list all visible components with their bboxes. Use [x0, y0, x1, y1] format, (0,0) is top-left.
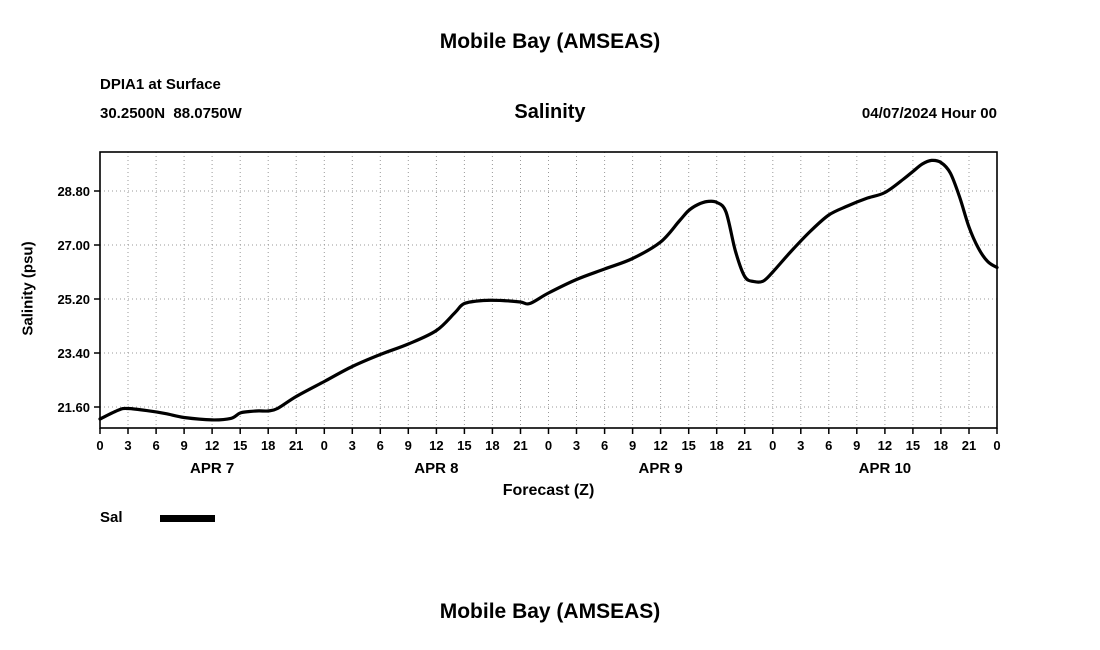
svg-text:9: 9 — [180, 438, 187, 453]
svg-text:21: 21 — [962, 438, 976, 453]
svg-text:6: 6 — [601, 438, 608, 453]
svg-text:0: 0 — [769, 438, 776, 453]
svg-text:21: 21 — [513, 438, 527, 453]
svg-text:18: 18 — [485, 438, 499, 453]
svg-text:6: 6 — [377, 438, 384, 453]
plot-border — [99, 151, 998, 429]
svg-text:0: 0 — [96, 438, 103, 453]
salinity-time-series-chart: 0 3 6 9 12 15 18 21 0 3 6 9 12 15 18 21 0 3 6 9 12 15 18 21 0 3 6 9… — [57, 151, 1001, 477]
svg-text:APR 8: APR 8 — [414, 460, 458, 477]
svg-text:3: 3 — [797, 438, 804, 453]
svg-text:9: 9 — [629, 438, 636, 453]
x-axis-label: Forecast (Z) — [502, 482, 595, 499]
svg-text:APR 7: APR 7 — [190, 460, 234, 477]
page-title: Mobile Bay (AMSEAS) — [439, 30, 661, 53]
svg-text:18: 18 — [709, 438, 723, 453]
svg-text:9: 9 — [853, 438, 860, 453]
svg-text:0: 0 — [321, 438, 328, 453]
run-date-label: 04/07/2024 Hour 00 — [861, 105, 997, 122]
second-chart-title: Mobile Bay (AMSEAS) — [439, 600, 661, 623]
svg-text:9: 9 — [405, 438, 412, 453]
svg-text:3: 3 — [124, 438, 131, 453]
svg-text:23.40: 23.40 — [57, 346, 90, 361]
svg-text:12: 12 — [878, 438, 892, 453]
svg-text:6: 6 — [152, 438, 159, 453]
svg-text:0: 0 — [545, 438, 552, 453]
svg-text:12: 12 — [205, 438, 219, 453]
svg-text:27.00: 27.00 — [57, 238, 90, 253]
svg-text:APR 9: APR 9 — [639, 460, 683, 477]
svg-text:15: 15 — [681, 438, 695, 453]
x-tick-labels: 0 3 6 9 12 15 18 21 0 3 6 9 12 15 18 21 0 3 6 9 12 15 18 21 0 3 6 9… — [96, 428, 1001, 453]
vertical-gridlines — [127, 152, 970, 428]
svg-text:APR 10: APR 10 — [859, 460, 912, 477]
svg-text:0: 0 — [993, 438, 1000, 453]
svg-text:6: 6 — [825, 438, 832, 453]
variable-title: Salinity — [514, 101, 586, 123]
day-labels: APR 7 APR 8 APR 9 APR 10 — [190, 460, 911, 477]
svg-text:15: 15 — [233, 438, 247, 453]
svg-text:21: 21 — [289, 438, 303, 453]
legend-line-swatch — [160, 515, 215, 522]
horizontal-gridlines — [100, 190, 997, 408]
legend-label: Sal — [100, 509, 123, 526]
station-coordinates: 30.2500N 88.0750W — [100, 105, 242, 122]
svg-text:18: 18 — [261, 438, 275, 453]
y-tick-labels: 21.60 23.40 25.20 27.00 28.80 — [57, 184, 100, 415]
svg-text:15: 15 — [906, 438, 920, 453]
svg-text:15: 15 — [457, 438, 471, 453]
svg-text:28.80: 28.80 — [57, 184, 90, 199]
svg-text:12: 12 — [429, 438, 443, 453]
svg-text:18: 18 — [934, 438, 948, 453]
svg-text:3: 3 — [573, 438, 580, 453]
salinity-line — [98, 158, 999, 422]
svg-text:21.60: 21.60 — [57, 400, 90, 415]
svg-text:3: 3 — [349, 438, 356, 453]
svg-text:12: 12 — [653, 438, 667, 453]
svg-text:21: 21 — [737, 438, 751, 453]
legend: Sal — [100, 508, 320, 530]
station-name: DPIA1 at Surface — [100, 76, 221, 93]
svg-text:25.20: 25.20 — [57, 292, 90, 307]
